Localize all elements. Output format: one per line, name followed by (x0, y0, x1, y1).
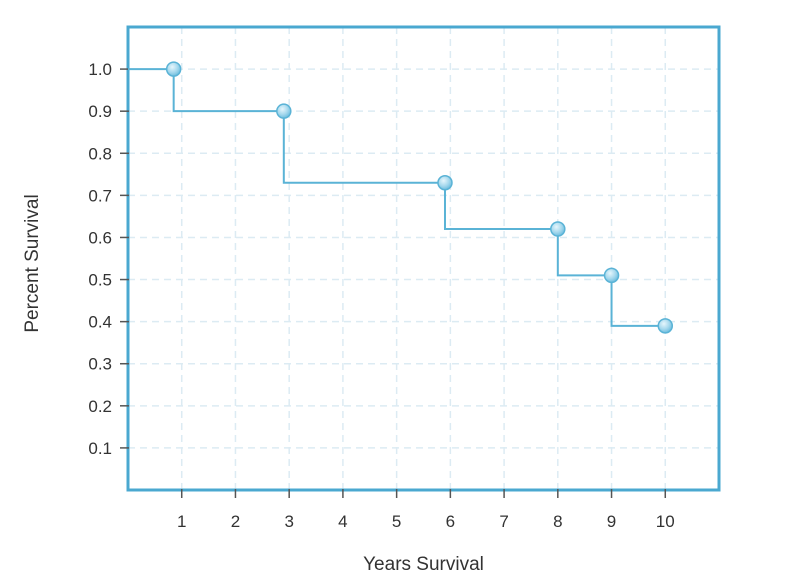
data-point (165, 61, 182, 77)
y-tick-label: 0.2 (88, 397, 112, 416)
y-tick-label: 0.1 (88, 439, 112, 458)
data-point (437, 174, 453, 191)
y-tick-label: 0.9 (88, 102, 112, 121)
y-tick-label: 0.8 (88, 144, 112, 163)
tick-labels: 0.1 0.2 0.3 0.4 0.5 0.6 0.7 0.8 0.9 1.0 1 2 3 4 5 6 7 8 9 1… (88, 60, 674, 531)
data-point (603, 267, 620, 284)
y-tick-label: 1.0 (88, 60, 112, 79)
x-tick-label: 3 (284, 512, 293, 531)
x-tick-label: 5 (392, 512, 401, 531)
x-tick-label: 10 (656, 512, 675, 531)
axis-ticks (120, 68, 667, 498)
grid (128, 27, 719, 490)
x-tick-label: 9 (607, 512, 616, 531)
y-axis-label: Percent Survival (22, 194, 43, 332)
plot-frame (126, 25, 721, 492)
x-tick-label: 6 (446, 512, 455, 531)
data-point (657, 318, 674, 334)
data-points (165, 61, 674, 334)
x-tick-label: 2 (231, 512, 240, 531)
y-tick-label: 0.3 (88, 355, 112, 374)
survival-step-line (128, 68, 666, 327)
x-axis-label: Years Survival (363, 554, 484, 575)
data-point (276, 103, 292, 119)
x-tick-label: 8 (553, 512, 562, 531)
y-tick-label: 0.4 (88, 313, 112, 332)
y-tick-label: 0.6 (88, 228, 112, 247)
x-tick-label: 7 (499, 512, 508, 531)
x-tick-label: 4 (338, 512, 347, 531)
data-point (550, 221, 566, 237)
x-tick-label: 1 (177, 512, 186, 531)
y-tick-label: 0.7 (88, 186, 112, 205)
y-tick-label: 0.5 (88, 271, 112, 290)
